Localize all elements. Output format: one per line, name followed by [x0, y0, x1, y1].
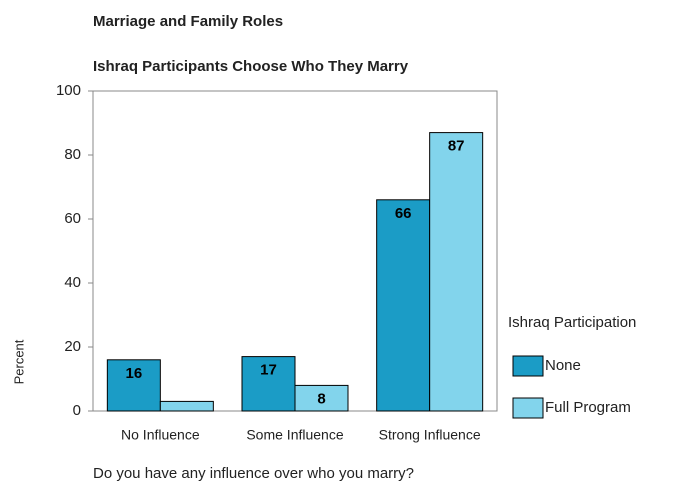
- y-tick-label: 40: [64, 274, 81, 291]
- legend-swatch: [512, 355, 544, 377]
- chart-subtitle: Ishraq Participants Choose Who They Marr…: [93, 58, 409, 75]
- value-label: 66: [395, 205, 412, 222]
- bar: [241, 356, 296, 412]
- x-tick-label: Some Influence: [246, 427, 343, 443]
- legend-title: Ishraq Participation: [508, 314, 636, 331]
- legend-label: None: [545, 357, 581, 374]
- y-tick-label: 20: [64, 338, 81, 355]
- bar: [294, 384, 349, 412]
- value-label: 16: [125, 365, 142, 382]
- legend-label: Full Program: [545, 399, 631, 416]
- x-tick-label: No Influence: [121, 427, 200, 443]
- y-tick-label: 0: [73, 402, 81, 419]
- value-label: 17: [260, 362, 277, 379]
- legend-swatch: [512, 397, 544, 419]
- value-label: 87: [448, 138, 465, 155]
- x-tick-label: Strong Influence: [379, 427, 481, 443]
- y-axis-label: Percent: [11, 339, 26, 384]
- bar: [159, 400, 214, 412]
- y-tick-label: 80: [64, 146, 81, 163]
- y-tick-label: 100: [56, 82, 81, 99]
- x-axis-label: Do you have any influence over who you m…: [93, 465, 414, 482]
- bar: [106, 359, 161, 412]
- value-label: 8: [317, 390, 325, 407]
- bar: [429, 132, 484, 412]
- chart-title: Marriage and Family Roles: [93, 13, 283, 30]
- y-tick-label: 60: [64, 210, 81, 227]
- bar: [376, 199, 431, 412]
